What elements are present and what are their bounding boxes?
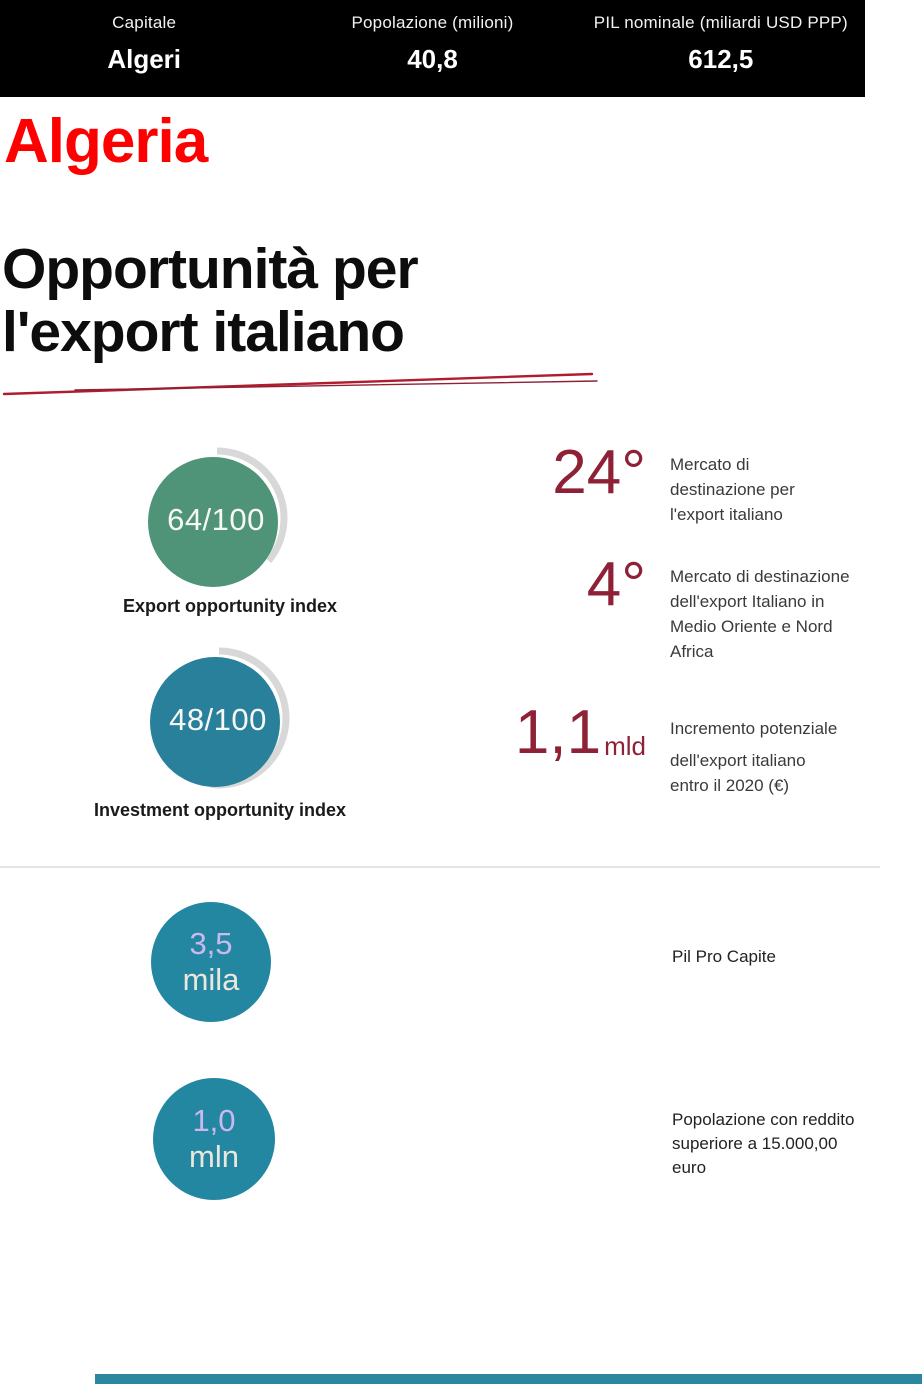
gauge-graphic — [146, 447, 288, 589]
export-growth-description-line1: Incremento potenziale — [670, 719, 838, 738]
gauge-graphic — [148, 647, 290, 789]
swoosh-line-main — [2, 372, 594, 396]
stat-gdp-value: 612,5 — [688, 44, 754, 74]
stat-population-value: 40,8 — [407, 44, 458, 74]
swoosh-line-secondary — [74, 380, 598, 391]
investment-opportunity-gauge: 48/100 — [140, 642, 296, 798]
export-growth-figure: 1,1 mld — [480, 702, 646, 764]
bottom-accent-strip — [95, 1374, 922, 1384]
export-growth-description: Incremento potenziale dell'export italia… — [670, 716, 846, 798]
high-income-population-value: 1,0 — [192, 1103, 236, 1138]
mena-destination-rank-description: Mercato di destinazione dell'export Ital… — [670, 567, 850, 661]
stat-population: Popolazione (milioni) 40,8 — [288, 0, 576, 75]
country-title: Algeria — [4, 107, 208, 176]
page-title: Opportunità per l'export italiano — [2, 237, 419, 364]
section-divider — [0, 866, 880, 868]
gdp-per-capita-unit: mila — [182, 962, 240, 997]
mena-destination-rank: 4° — [586, 550, 646, 619]
export-growth-value: 1,1 — [514, 698, 602, 767]
gdp-per-capita-circle: 3,5 mila — [151, 902, 271, 1022]
export-growth-unit: mld — [604, 731, 646, 761]
gauge-fill-circle — [150, 657, 280, 787]
stat-capital: Capitale Algeri — [0, 0, 288, 75]
investment-opportunity-label: Investment opportunity index — [93, 800, 347, 820]
high-income-population-unit: mln — [189, 1139, 239, 1174]
export-opportunity-gauge: 64/100 — [138, 442, 294, 598]
gdp-per-capita-description: Pil Pro Capite — [672, 947, 776, 966]
export-growth-description-line2: dell'export italiano entro il 2020 (€) — [670, 751, 806, 795]
gauge-fill-circle — [148, 457, 278, 587]
stat-capital-label: Capitale — [112, 13, 177, 32]
page-title-line1: Opportunità per — [2, 237, 419, 301]
export-destination-rank: 24° — [552, 438, 646, 507]
stat-gdp-label: PIL nominale (miliardi USD PPP) — [593, 13, 848, 32]
country-stats-bar: Capitale Algeri Popolazione (milioni) 40… — [0, 0, 865, 97]
page-title-line2: l'export italiano — [2, 300, 405, 364]
export-opportunity-label: Export opportunity index — [123, 596, 337, 616]
stat-gdp: PIL nominale (miliardi USD PPP) 612,5 — [577, 0, 865, 75]
high-income-population-description: Popolazione con reddito superiore a 15.0… — [672, 1110, 855, 1177]
gauge-value: 48/100 — [169, 702, 267, 737]
gdp-per-capita-value: 3,5 — [189, 926, 233, 961]
stat-population-label: Popolazione (milioni) — [351, 13, 514, 32]
export-destination-rank-description: Mercato di destinazione per l'export ita… — [670, 455, 795, 524]
underline-swoosh-decoration — [2, 372, 598, 396]
stat-capital-value: Algeri — [107, 44, 181, 74]
gauge-value: 64/100 — [167, 502, 265, 537]
high-income-population-circle: 1,0 mln — [153, 1078, 275, 1200]
gauge-remainder-arc — [146, 447, 288, 589]
